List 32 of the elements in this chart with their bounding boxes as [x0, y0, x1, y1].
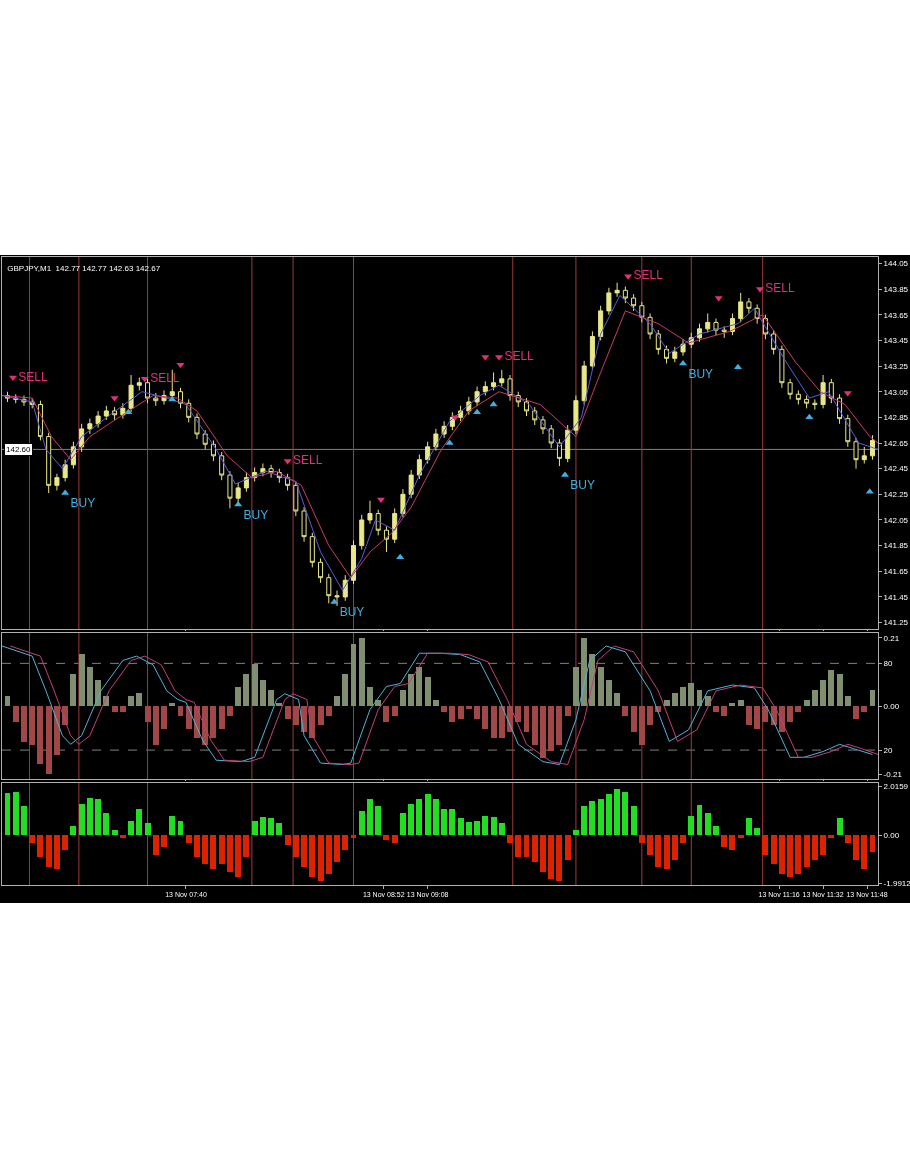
y-tick-label: 141.65 — [883, 567, 909, 577]
data-label: BUY — [243, 507, 269, 522]
y-tick-label: 143.05 — [883, 387, 909, 397]
y-tick-label: 143.85 — [883, 284, 909, 294]
y-tick-label: 0.00 — [883, 701, 900, 711]
y-tick-label: 142.45 — [883, 464, 909, 474]
ref-line-label: 142.60 — [6, 445, 32, 454]
data-label: BUY — [570, 478, 596, 493]
data-label: BUY — [688, 366, 714, 381]
y-tick-label: 142.05 — [883, 515, 909, 525]
data-label: SELL — [504, 349, 535, 364]
y-tick-label: -1.9912 — [883, 879, 910, 889]
y-tick-label: 142.25 — [883, 490, 909, 500]
y-tick-label: 141.45 — [883, 592, 909, 602]
data-label: SELL — [292, 452, 323, 467]
y-tick-label: 141.85 — [883, 541, 909, 551]
y-tick-label: 144.05 — [883, 259, 909, 269]
data-label: SELL — [633, 268, 664, 283]
y-tick-label: 143.45 — [883, 336, 909, 346]
y-tick-label: 143.65 — [883, 310, 909, 320]
y2-tick-label: 20 — [883, 745, 894, 755]
y-tick-label: 2.0159 — [883, 782, 909, 792]
y2-tick-label: 80 — [883, 659, 894, 669]
y-tick-label: 0.21 — [883, 633, 900, 643]
data-label: BUY — [70, 496, 96, 511]
y-tick-label: 143.25 — [883, 361, 909, 371]
y-tick-label: 142.65 — [883, 438, 909, 448]
y-tick-label: 142.85 — [883, 413, 909, 423]
y-tick-label: 0.00 — [883, 831, 900, 841]
y-tick-label: -0.21 — [883, 769, 903, 779]
data-label: SELL — [765, 281, 795, 296]
y-tick-label: 141.25 — [883, 618, 909, 628]
